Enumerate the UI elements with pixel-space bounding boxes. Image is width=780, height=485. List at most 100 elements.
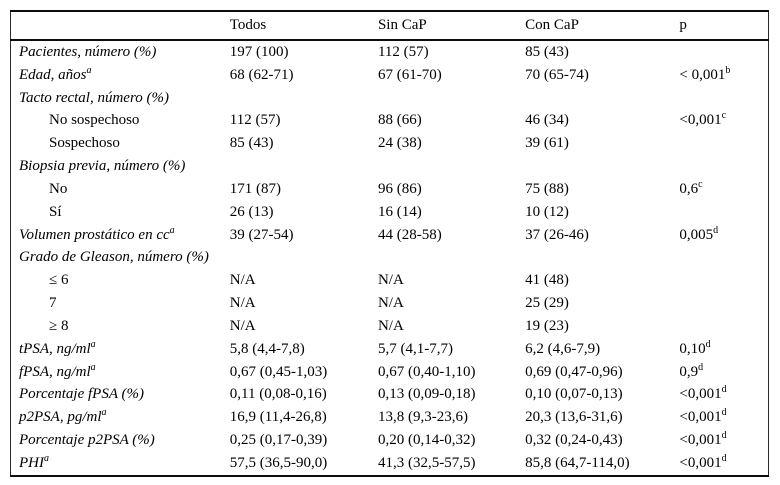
- cell-p: [679, 292, 768, 315]
- cell-p: <0,001d: [679, 384, 727, 403]
- table-row: Volumen prostático en cca 39 (27-54) 44 (2…: [11, 224, 769, 247]
- cell-con-cap: 0,32 (0,24-0,43): [525, 432, 623, 448]
- cell-todos: N/A: [229, 295, 256, 312]
- footnote-marker: a: [44, 452, 49, 464]
- table-row: Porcentaje fPSA (%) 0,11 (0,08-0,16) 0,13 …: [11, 383, 769, 406]
- cell-sin-cap: 5,7 (4,1-7,7): [377, 340, 453, 357]
- row-label: Grado de Gleason, número (%): [19, 249, 209, 266]
- cell-p: <0,001d: [679, 430, 727, 449]
- cell-p: [679, 87, 768, 110]
- cell-sin-cap: 41,3 (32,5-57,5): [377, 454, 476, 471]
- cell-con-cap: 85,8 (64,7-114,0): [525, 454, 630, 471]
- cell-todos: 26 (13): [229, 203, 274, 220]
- cell-sin-cap: 112 (57): [377, 43, 429, 60]
- cell-sin-cap: 24 (38): [377, 135, 422, 152]
- row-label: p2PSA, pg/mla: [19, 407, 107, 426]
- cell-p: 0,9d: [679, 361, 704, 380]
- cell-p: [679, 132, 768, 155]
- results-table: Todos Sin CaP Con CaP p Pacientes, númer…: [10, 10, 769, 477]
- cell-p: [679, 40, 768, 64]
- cell-con-cap: 39 (61): [525, 135, 569, 152]
- footnote-marker: b: [725, 64, 731, 76]
- cell-todos: 85 (43): [229, 135, 274, 152]
- row-label: ≥ 8: [49, 317, 69, 334]
- cell-sin-cap: [378, 246, 525, 269]
- row-label: 7: [49, 295, 57, 312]
- cell-sin-cap: 44 (28-58): [377, 226, 442, 243]
- cell-sin-cap: 0,20 (0,14-0,32): [377, 432, 476, 448]
- table-row: PHIa 57,5 (36,5-90,0) 41,3 (32,5-57,5) 85,8…: [11, 452, 769, 476]
- cell-con-cap: 0,69 (0,47-0,96): [525, 363, 623, 380]
- row-label: No: [49, 180, 68, 197]
- row-label: Sí: [49, 203, 62, 220]
- footnote-marker: a: [101, 407, 107, 419]
- table-row: p2PSA, pg/mla 16,9 (11,4-26,8) 13,8 (9,3-2…: [11, 406, 769, 429]
- cell-todos: 197 (100): [229, 43, 289, 60]
- cell-sin-cap: N/A: [377, 272, 404, 289]
- table-row: Tacto rectal, número (%): [11, 87, 769, 110]
- col-header-con-cap: Con CaP: [525, 11, 680, 41]
- cell-todos: 112 (57): [229, 112, 281, 129]
- footnote-marker: a: [90, 361, 96, 373]
- row-label: Porcentaje p2PSA (%): [19, 432, 155, 448]
- footnote-marker: a: [169, 224, 175, 236]
- cell-todos: N/A: [229, 317, 256, 334]
- cell-con-cap: 20,3 (13,6-31,6): [525, 409, 623, 426]
- col-header-p: p: [679, 11, 769, 41]
- cell-p: <0,001d: [679, 407, 727, 426]
- cell-sin-cap: 16 (14): [377, 203, 422, 220]
- table-row: Porcentaje p2PSA (%) 0,25 (0,17-0,39) 0,20…: [11, 429, 769, 452]
- cell-p: <0,001c: [679, 110, 727, 129]
- cell-sin-cap: N/A: [377, 317, 404, 334]
- cell-todos: 68 (62-71): [229, 66, 294, 83]
- table-header: Todos Sin CaP Con CaP p: [10, 11, 769, 41]
- footnote-marker: c: [721, 110, 727, 122]
- cell-p: <0,001d: [679, 452, 727, 471]
- cell-sin-cap: [378, 155, 525, 178]
- row-label: Sospechoso: [49, 135, 120, 152]
- cell-sin-cap: 96 (86): [377, 180, 422, 197]
- cell-todos: [230, 87, 378, 110]
- cell-todos: 0,11 (0,08-0,16): [229, 386, 327, 403]
- table-row: Pacientes, número (%) 197 (100) 112 (57) 85…: [11, 40, 769, 64]
- footnote-marker: d: [721, 430, 727, 441]
- row-label: ≤ 6: [49, 272, 69, 289]
- cell-con-cap: [525, 155, 679, 178]
- cell-con-cap: [525, 246, 679, 269]
- cell-con-cap: [525, 87, 679, 110]
- table-row: No sospechoso 112 (57) 88 (66) 46 (34) <0,00…: [11, 110, 769, 133]
- footnote-marker: d: [698, 361, 704, 373]
- table-row: Biopsia previa, número (%): [11, 155, 769, 178]
- cell-todos: 0,25 (0,17-0,39): [229, 432, 328, 448]
- table-row: fPSA, ng/mla 0,67 (0,45-1,03) 0,67 (0,40-1…: [11, 361, 769, 384]
- cell-sin-cap: 67 (61-70): [377, 66, 442, 83]
- cell-con-cap: 41 (48): [525, 272, 569, 289]
- footnote-marker: d: [705, 338, 711, 350]
- col-header-empty: [10, 11, 230, 41]
- cell-todos: 57,5 (36,5-90,0): [229, 454, 328, 471]
- cell-sin-cap: 0,13 (0,09-0,18): [377, 386, 476, 403]
- row-label: Porcentaje fPSA (%): [19, 386, 144, 403]
- cell-todos: 16,9 (11,4-26,8): [229, 409, 327, 426]
- table-row: Sospechoso 85 (43) 24 (38) 39 (61): [11, 132, 769, 155]
- cell-todos: 171 (87): [229, 180, 282, 197]
- cell-todos: N/A: [229, 272, 256, 289]
- table-row: tPSA, ng/mla 5,8 (4,4-7,8) 5,7 (4,1-7,7) 6,…: [11, 338, 769, 361]
- table-row: Sí 26 (13) 16 (14) 10 (12): [11, 201, 769, 224]
- cell-sin-cap: 0,67 (0,40-1,10): [377, 363, 476, 380]
- row-label: Volumen prostático en cca: [19, 224, 175, 243]
- row-label: PHIa: [19, 452, 49, 471]
- cell-todos: 0,67 (0,45-1,03): [229, 363, 328, 380]
- cell-todos: [230, 246, 378, 269]
- header-row: Todos Sin CaP Con CaP p: [10, 11, 769, 41]
- footnote-marker: d: [713, 224, 719, 236]
- table-row: Edad, añosa 68 (62-71) 67 (61-70) 70 (65-74…: [11, 64, 769, 87]
- table-body: Pacientes, número (%) 197 (100) 112 (57) 85…: [11, 40, 769, 476]
- row-label: Biopsia previa, número (%): [19, 158, 186, 175]
- cell-p: [679, 269, 768, 292]
- table-row: Grado de Gleason, número (%): [11, 246, 769, 269]
- table-row: 7 N/A N/A 25 (29): [11, 292, 769, 315]
- footnote-marker: a: [90, 338, 96, 350]
- footnote-marker: c: [698, 178, 703, 190]
